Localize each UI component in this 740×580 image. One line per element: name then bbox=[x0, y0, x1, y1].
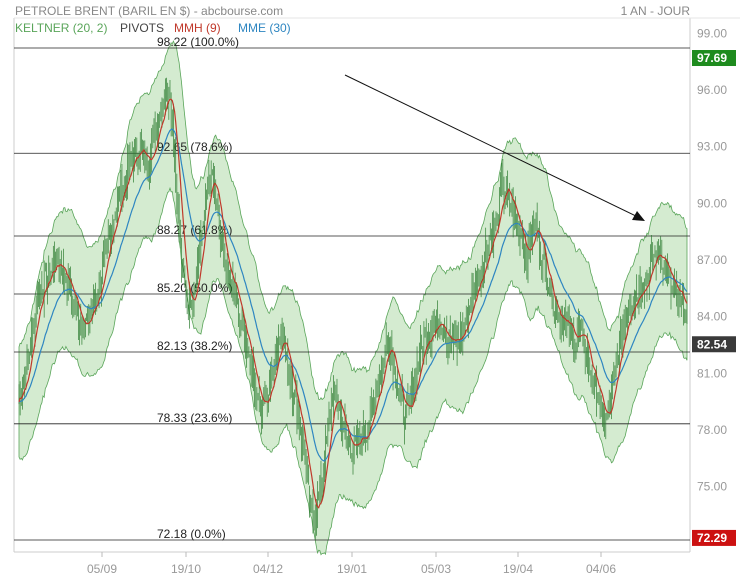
x-tick-label-0: 05/09 bbox=[87, 562, 117, 576]
legend-pivots[interactable]: PIVOTS bbox=[120, 21, 165, 35]
pivot-label-4: 82.13 (38.2%) bbox=[157, 339, 232, 353]
pivot-label-0: 98.22 (100.0%) bbox=[157, 35, 239, 49]
y-tick-label-8: 75.00 bbox=[697, 480, 727, 494]
trend-arrow[interactable] bbox=[344, 74, 641, 219]
pivot-label-5: 78.33 (23.6%) bbox=[157, 411, 232, 425]
trend-arrow-head bbox=[632, 211, 645, 221]
mmh-9-line[interactable] bbox=[18, 98, 688, 509]
x-tick-label-4: 05/03 bbox=[421, 562, 451, 576]
y-tick-label-1: 96.00 bbox=[697, 83, 727, 97]
price-badge-2 bbox=[692, 529, 736, 546]
legend-mme[interactable]: MME (30) bbox=[238, 21, 291, 35]
x-tick-label-3: 19/01 bbox=[337, 562, 367, 576]
price-badge-label-0: 97.69 bbox=[697, 51, 727, 65]
y-tick-label-4: 87.00 bbox=[697, 253, 727, 267]
price-badge-0 bbox=[692, 50, 736, 67]
y-tick-label-3: 90.00 bbox=[697, 196, 727, 210]
y-tick-label-7: 78.00 bbox=[697, 423, 727, 437]
price-badge-label-2: 72.29 bbox=[697, 531, 727, 545]
legend-keltner[interactable]: KELTNER (20, 2) bbox=[15, 21, 108, 35]
legend-mmh[interactable]: MMH (9) bbox=[174, 21, 221, 35]
pivot-label-3: 85.20 (50.0%) bbox=[157, 281, 232, 295]
price-badge-label-1: 82.54 bbox=[697, 337, 727, 351]
pivot-label-6: 72.18 (0.0%) bbox=[157, 527, 226, 541]
chart-period[interactable]: 1 AN - JOUR bbox=[620, 4, 690, 18]
y-tick-label-2: 93.00 bbox=[697, 140, 727, 154]
keltner-band[interactable] bbox=[18, 40, 688, 556]
x-tick-label-1: 19/10 bbox=[171, 562, 201, 576]
candlesticks[interactable] bbox=[18, 77, 688, 540]
y-tick-label-5: 84.00 bbox=[697, 310, 727, 324]
y-tick-label-0: 99.00 bbox=[697, 26, 727, 40]
pivot-label-1: 92.65 (78.6%) bbox=[157, 140, 232, 154]
x-tick-label-2: 04/12 bbox=[253, 562, 283, 576]
x-tick-label-6: 04/06 bbox=[586, 562, 616, 576]
price-badge-1 bbox=[692, 336, 736, 353]
pivot-label-2: 88.27 (61.8%) bbox=[157, 223, 232, 237]
mme-30-line[interactable] bbox=[18, 128, 688, 462]
y-tick-label-6: 81.00 bbox=[697, 366, 727, 380]
x-tick-label-5: 19/04 bbox=[503, 562, 533, 576]
chart-title: PETROLE BRENT (BARIL EN $) - abcbourse.c… bbox=[15, 4, 284, 18]
